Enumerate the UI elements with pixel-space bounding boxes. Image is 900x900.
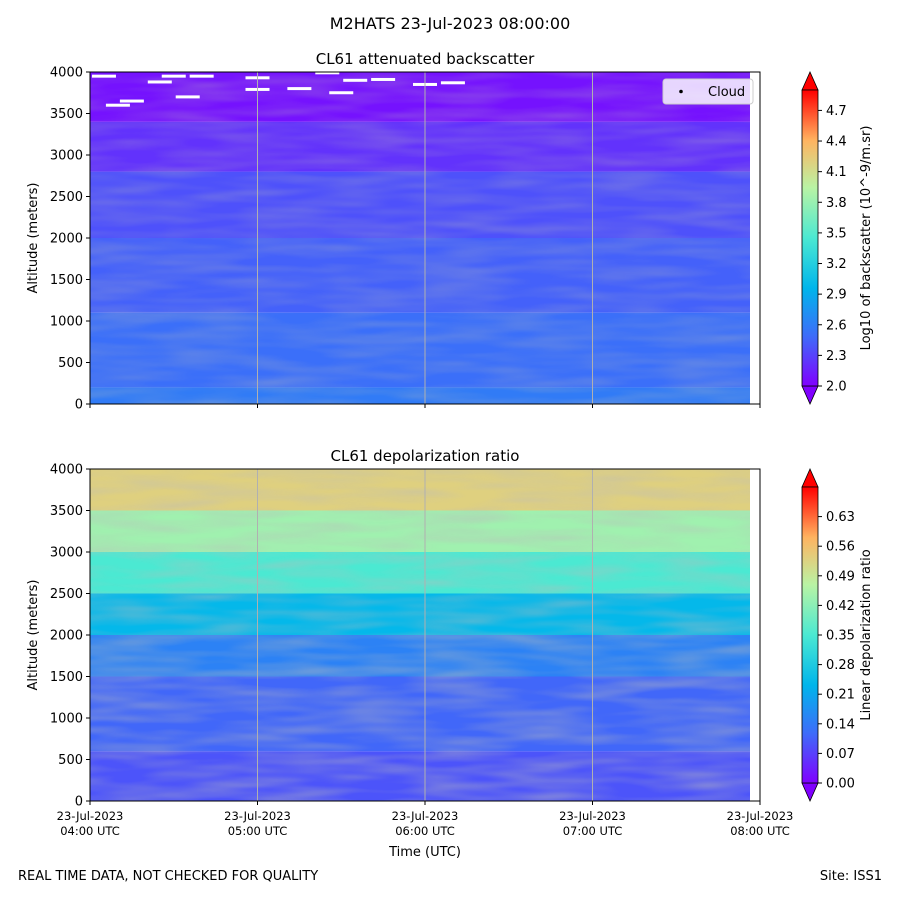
- cloud-point: [119, 99, 144, 103]
- cloud-point: [147, 80, 172, 84]
- y-tick-label: 1000: [50, 712, 83, 727]
- x-tick-date: 23-Jul-2023: [392, 809, 459, 823]
- heatmap-layers: [90, 469, 750, 801]
- y-tick-label: 500: [58, 753, 83, 768]
- y-tick-label: 3500: [50, 504, 83, 519]
- x-tick-time: 05:00 UTC: [228, 824, 288, 838]
- colorbar-label: Linear depolarization ratio: [859, 549, 874, 720]
- colorbar-tick-label: 0.28: [826, 658, 855, 673]
- colorbar-tick-label: 3.2: [826, 257, 847, 272]
- colorbar-tick-label: 0.00: [826, 777, 855, 792]
- site-label: Site: ISS1: [819, 869, 882, 884]
- cloud-point: [371, 77, 396, 81]
- x-axis-label: Time (UTC): [388, 845, 461, 860]
- cloud-point: [161, 74, 186, 78]
- cloud-point: [440, 81, 465, 85]
- y-tick-label: 2500: [50, 190, 83, 205]
- x-tick-date: 23-Jul-2023: [727, 809, 794, 823]
- y-tick-label: 500: [58, 356, 83, 371]
- colorbar-tick-label: 2.6: [826, 318, 847, 333]
- depolarization-panel: CL61 depolarization ratio 0 500 1000 1500 200…: [26, 447, 874, 860]
- legend-label: Cloud: [708, 85, 745, 100]
- panel-title: CL61 attenuated backscatter: [316, 50, 535, 68]
- heatmap-texture: [90, 469, 750, 801]
- x-tick-time: 04:00 UTC: [60, 824, 120, 838]
- colorbar-tick-label: 4.4: [826, 135, 847, 150]
- y-tick-label: 0: [75, 398, 83, 413]
- colorbar-tick-label: 4.7: [826, 104, 847, 119]
- figure-title: M2HATS 23-Jul-2023 08:00:00: [329, 14, 571, 33]
- cloud-point: [189, 74, 214, 78]
- colorbar-tick-label: 0.35: [826, 629, 855, 644]
- panel-title: CL61 depolarization ratio: [331, 447, 520, 465]
- y-tick-label: 2500: [50, 587, 83, 602]
- colorbar-extend-max: [801, 468, 819, 488]
- x-tick-time: 07:00 UTC: [563, 824, 623, 838]
- y-tick-label: 3500: [50, 107, 83, 122]
- y-tick-label: 3000: [50, 546, 83, 561]
- y-axis-label: Altitude (meters): [26, 580, 41, 691]
- colorbar-tick-label: 2.0: [826, 380, 847, 395]
- heatmap-texture: [90, 72, 750, 404]
- cloud-point: [343, 78, 368, 82]
- y-tick-label: 1500: [50, 670, 83, 685]
- colorbar-tick-label: 0.49: [826, 569, 855, 584]
- colorbar-extend-min: [801, 782, 819, 802]
- heatmap-layers: [90, 72, 750, 404]
- colorbar-tick-label: 0.07: [826, 747, 855, 762]
- cloud-point: [105, 103, 130, 107]
- cloud-point: [315, 71, 340, 75]
- legend-marker: [679, 89, 683, 94]
- colorbar: [801, 486, 819, 784]
- y-axis-label: Altitude (meters): [26, 183, 41, 294]
- colorbar-label: Log10 of backscatter (10^-9/m.sr): [859, 126, 874, 351]
- cloud-point: [175, 95, 200, 99]
- colorbar-tick-label: 0.21: [826, 688, 855, 703]
- colorbar-extend-min: [801, 385, 819, 405]
- y-tick-label: 1500: [50, 273, 83, 288]
- x-tick-time: 08:00 UTC: [730, 824, 790, 838]
- colorbar-tick-label: 0.14: [826, 717, 855, 732]
- colorbar-tick-label: 0.42: [826, 599, 855, 614]
- y-tick-label: 1000: [50, 315, 83, 330]
- colorbar: [801, 89, 819, 387]
- x-tick-date: 23-Jul-2023: [224, 809, 291, 823]
- backscatter-panel: CL61 attenuated backscatter 0 500 1000 1500 2…: [26, 50, 874, 413]
- y-tick-label: 2000: [50, 232, 83, 247]
- x-tick-date: 23-Jul-2023: [57, 809, 124, 823]
- colorbar-tick-label: 3.8: [826, 196, 847, 211]
- colorbar-tick-label: 3.5: [826, 226, 847, 241]
- colorbar-tick-label: 4.1: [826, 165, 847, 180]
- colorbar-tick-label: 2.9: [826, 288, 847, 303]
- x-tick-date: 23-Jul-2023: [559, 809, 626, 823]
- y-tick-label: 2000: [50, 629, 83, 644]
- y-tick-label: 0: [75, 795, 83, 810]
- cloud-point: [91, 74, 116, 78]
- legend-box: [662, 78, 754, 105]
- cloud-point: [329, 91, 354, 95]
- y-tick-label: 3000: [50, 149, 83, 164]
- y-tick-label: 4000: [50, 66, 83, 81]
- colorbar-tick-label: 2.3: [826, 349, 847, 364]
- quality-disclaimer: REAL TIME DATA, NOT CHECKED FOR QUALITY: [18, 869, 319, 884]
- x-tick-time: 06:00 UTC: [395, 824, 455, 838]
- colorbar-tick-label: 0.63: [826, 510, 855, 525]
- colorbar-extend-max: [801, 71, 819, 91]
- y-tick-label: 4000: [50, 463, 83, 478]
- colorbar-tick-label: 0.56: [826, 540, 855, 555]
- cloud-point: [287, 87, 312, 91]
